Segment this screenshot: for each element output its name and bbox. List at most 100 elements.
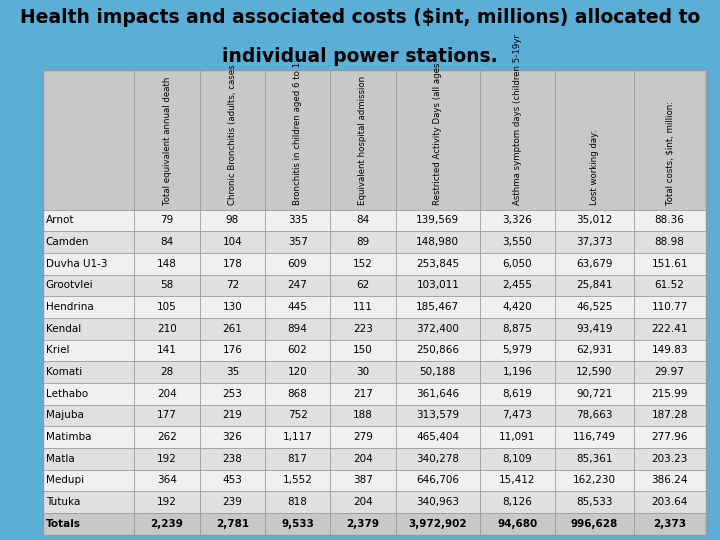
Bar [135, 470, 199, 491]
Bar [43, 404, 135, 426]
Text: Lost working day:: Lost working day: [590, 130, 599, 205]
Text: Health impacts and associated costs ($int, millions) allocated to: Health impacts and associated costs ($in… [20, 8, 700, 27]
Bar [199, 426, 265, 448]
Text: 2,239: 2,239 [150, 519, 184, 529]
Bar [330, 210, 395, 231]
Text: 88.36: 88.36 [654, 215, 685, 225]
Bar [555, 296, 634, 318]
Text: 261: 261 [222, 323, 242, 334]
Bar [395, 340, 480, 361]
Text: 868: 868 [288, 389, 307, 399]
Bar [555, 274, 634, 296]
Text: 219: 219 [222, 410, 242, 421]
Bar [135, 318, 199, 340]
Text: 151.61: 151.61 [652, 259, 688, 269]
Bar [395, 296, 480, 318]
Bar [199, 318, 265, 340]
Bar [480, 231, 555, 253]
Text: 176: 176 [222, 346, 242, 355]
Text: 5,979: 5,979 [503, 346, 532, 355]
Bar [43, 426, 135, 448]
Bar [634, 404, 706, 426]
Text: 105: 105 [157, 302, 177, 312]
Bar [43, 210, 135, 231]
Text: 150: 150 [353, 346, 373, 355]
Text: Lethabo: Lethabo [46, 389, 88, 399]
Bar [555, 210, 634, 231]
Text: 11,091: 11,091 [499, 432, 536, 442]
Bar [199, 383, 265, 404]
Bar [480, 210, 555, 231]
Text: 187.28: 187.28 [652, 410, 688, 421]
Bar [330, 231, 395, 253]
Bar [43, 318, 135, 340]
Text: 58: 58 [161, 280, 174, 291]
Bar [330, 491, 395, 513]
Text: 222.41: 222.41 [652, 323, 688, 334]
Text: Arnot: Arnot [46, 215, 74, 225]
Text: Hendrina: Hendrina [46, 302, 94, 312]
Bar [480, 361, 555, 383]
Bar [480, 513, 555, 535]
Bar [634, 448, 706, 470]
Text: 85,361: 85,361 [576, 454, 613, 464]
Text: Totals: Totals [46, 519, 81, 529]
Bar [395, 513, 480, 535]
Text: 465,404: 465,404 [416, 432, 459, 442]
Text: Restricted Activity Days (all ages: Restricted Activity Days (all ages [433, 63, 442, 205]
Text: 894: 894 [288, 323, 307, 334]
Bar [634, 231, 706, 253]
Text: 111: 111 [353, 302, 373, 312]
Bar [330, 361, 395, 383]
Text: 148: 148 [157, 259, 177, 269]
Bar [199, 361, 265, 383]
Bar [199, 210, 265, 231]
Text: 445: 445 [288, 302, 307, 312]
Text: 203.23: 203.23 [652, 454, 688, 464]
Text: 72: 72 [225, 280, 239, 291]
Bar [395, 361, 480, 383]
Text: 313,579: 313,579 [416, 410, 459, 421]
Bar [634, 513, 706, 535]
Bar [480, 318, 555, 340]
Bar [395, 70, 480, 210]
Bar [634, 383, 706, 404]
Text: 148,980: 148,980 [416, 237, 459, 247]
Text: 79: 79 [161, 215, 174, 225]
Bar [199, 253, 265, 274]
Text: 50,188: 50,188 [420, 367, 456, 377]
Text: 340,278: 340,278 [416, 454, 459, 464]
Text: 90,721: 90,721 [576, 389, 613, 399]
Text: 239: 239 [222, 497, 242, 507]
Bar [555, 70, 634, 210]
Text: Asthma symptom days (children 5-19yr: Asthma symptom days (children 5-19yr [513, 34, 522, 205]
Text: 116,749: 116,749 [572, 432, 616, 442]
Text: 192: 192 [157, 497, 177, 507]
Bar [330, 448, 395, 470]
Text: 61.52: 61.52 [654, 280, 685, 291]
Bar [480, 470, 555, 491]
Text: 215.99: 215.99 [652, 389, 688, 399]
Text: 104: 104 [222, 237, 242, 247]
Text: 602: 602 [288, 346, 307, 355]
Text: Matimba: Matimba [46, 432, 91, 442]
Text: 93,419: 93,419 [576, 323, 613, 334]
Text: 223: 223 [353, 323, 373, 334]
Text: Tutuka: Tutuka [46, 497, 80, 507]
Text: 30: 30 [356, 367, 369, 377]
Bar [135, 491, 199, 513]
Text: 2,379: 2,379 [346, 519, 379, 529]
Bar [135, 448, 199, 470]
Bar [634, 70, 706, 210]
Text: Equivalent hospital admission: Equivalent hospital admission [359, 76, 367, 205]
Bar [199, 274, 265, 296]
Bar [555, 361, 634, 383]
Bar [199, 340, 265, 361]
Text: 2,781: 2,781 [216, 519, 249, 529]
Text: Majuba: Majuba [46, 410, 84, 421]
Text: 3,972,902: 3,972,902 [408, 519, 467, 529]
Text: 204: 204 [353, 497, 373, 507]
Text: 217: 217 [353, 389, 373, 399]
Text: 88.98: 88.98 [654, 237, 685, 247]
Text: 37,373: 37,373 [576, 237, 613, 247]
